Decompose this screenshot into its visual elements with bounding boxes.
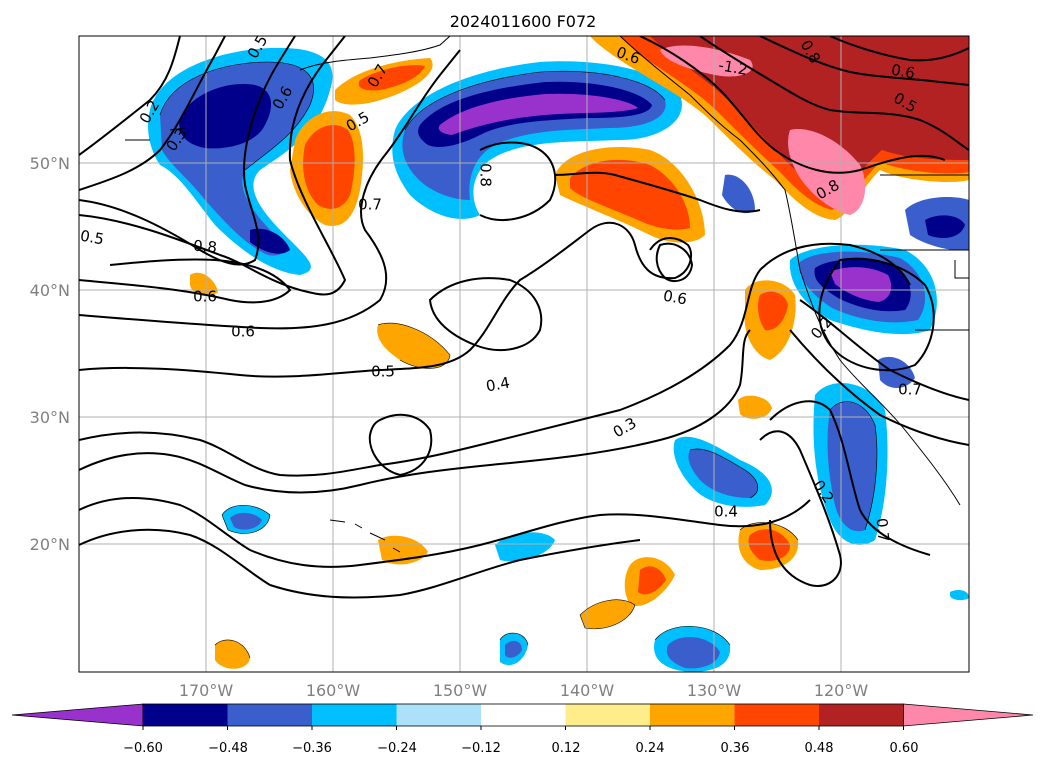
colorbar-tick-label: −0.48 xyxy=(208,741,248,756)
contour-label: -1.2 xyxy=(717,56,749,79)
contour-label: 0.7 xyxy=(898,381,922,399)
lon-label: 150°W xyxy=(433,681,488,700)
lon-label: 170°W xyxy=(179,681,234,700)
colorbar-tick-label: 0.12 xyxy=(552,741,581,756)
lon-label: 140°W xyxy=(560,681,615,700)
lon-label: 160°W xyxy=(306,681,361,700)
colorbar-extend-max xyxy=(903,703,1034,727)
contours xyxy=(79,36,969,599)
contour-label: 0.5 xyxy=(79,227,106,249)
map-plot: -1.20.60.20.30.60.50.70.80.50.70.5 0.80.6… xyxy=(79,36,969,672)
colorbar-segment xyxy=(734,704,820,726)
gridlines xyxy=(79,36,969,672)
contour-label: 0.5 xyxy=(371,363,395,381)
lat-labels: 20°N 30°N 40°N 50°N xyxy=(30,154,70,554)
lon-label: 130°W xyxy=(687,681,742,700)
colorbar-segment xyxy=(481,704,566,726)
contour-label: 0.7 xyxy=(872,517,892,542)
contour-label: 0.6 xyxy=(662,287,689,309)
map-frame xyxy=(78,35,970,673)
colorbar-segment xyxy=(819,704,904,726)
colorbar-tick-label: 0.36 xyxy=(721,741,750,756)
contour-label: 0.4 xyxy=(485,374,512,396)
colorbar-tick-label: −0.12 xyxy=(461,741,501,756)
colorbar-segment xyxy=(396,704,482,726)
colorbar-segment xyxy=(227,704,313,726)
contour-label: 0.8 xyxy=(192,236,217,256)
colorbar-tick-label: 0.48 xyxy=(805,741,834,756)
colorbar-segment xyxy=(565,704,651,726)
colorbar-tick-label: −0.36 xyxy=(292,741,332,756)
colorbar-outline xyxy=(142,703,904,727)
contour-label: 0.8 xyxy=(477,163,495,187)
colorbar-tick-label: −0.60 xyxy=(123,741,163,756)
colorbar-extend-min xyxy=(11,703,144,727)
contour-label: 0.6 xyxy=(231,323,255,341)
lat-label: 20°N xyxy=(30,535,70,554)
shaded-anomalies xyxy=(148,36,969,672)
colorbar-tick-label: −0.24 xyxy=(377,741,417,756)
map-title: 2024011600 F072 xyxy=(450,12,597,31)
colorbar-segment xyxy=(650,704,735,726)
colorbar-tick-label: 0.24 xyxy=(636,741,665,756)
colorbar-tick-label: 0.60 xyxy=(890,741,919,756)
colorbar-tick-labels: −0.60 −0.48 −0.36 −0.24 −0.12 0.12 0.24 … xyxy=(123,741,918,756)
contour-label: 0.4 xyxy=(714,503,738,521)
lon-label: 120°W xyxy=(814,681,869,700)
lat-label: 30°N xyxy=(30,408,70,427)
contour-label: 0.6 xyxy=(890,61,917,83)
contour-label: 0.6 xyxy=(193,288,217,306)
contour-label: 0.7 xyxy=(358,196,382,214)
lat-label: 40°N xyxy=(30,281,70,300)
lat-label: 50°N xyxy=(30,154,70,173)
colorbar xyxy=(11,703,1034,730)
lon-labels: 170°W 160°W 150°W 140°W 130°W 120°W xyxy=(179,681,869,700)
colorbar-segment xyxy=(312,704,397,726)
colorbar-segment xyxy=(143,704,228,726)
